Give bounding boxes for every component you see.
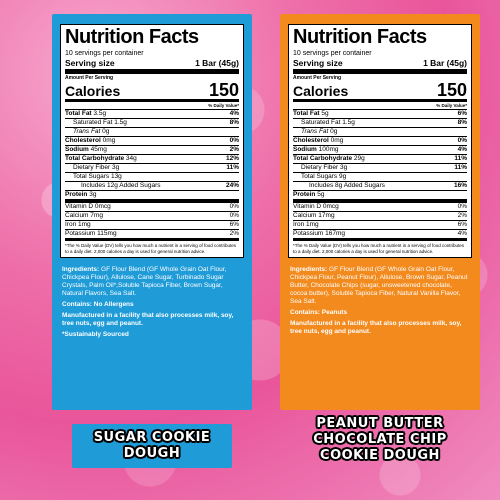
calories-value: 150	[208, 80, 239, 100]
ingredients-text: Ingredients: GF Flour Blend (GF Whole Gr…	[62, 266, 227, 297]
peanut-butter-panel: Nutrition Facts 10 servings per containe…	[280, 14, 480, 410]
serving-size: Serving size 1 Bar (45g)	[293, 58, 467, 74]
nutrient-row: Sodium 45mg 2%	[65, 146, 239, 155]
nutrient-row: Cholesterol 0mg 0%	[293, 137, 467, 146]
amount-per-serving: Amount Per Serving	[293, 75, 342, 81]
vitamin-row: Vitamin D 0mcg 0%	[65, 203, 239, 212]
facility-statement: Manufactured in a facility that also pro…	[290, 320, 462, 335]
sugar-cookie-flavor-label: SUGAR COOKIE DOUGH	[72, 424, 232, 468]
nutrient-row: Trans Fat 0g	[65, 128, 239, 137]
calories-label: Calories	[293, 83, 349, 99]
calories-row: Calories 150	[293, 81, 467, 102]
serving-size-label: Serving size	[65, 58, 115, 68]
calories-label: Calories	[65, 83, 121, 99]
nutrient-row: Sodium 100mg 4%	[293, 146, 467, 155]
nutrient-row: Protein 5g	[293, 191, 467, 203]
allergen-info: Contains: No Allergens	[62, 301, 134, 308]
vitamin-row: Potassium 115mg 2%	[65, 230, 239, 241]
serving-size-value: 1 Bar (45g)	[195, 58, 239, 68]
nutrition-title: Nutrition Facts	[65, 26, 199, 48]
nutrient-row: Total Fat 5g 6%	[293, 110, 467, 119]
peanut-butter-flavor-label: PEANUT BUTTER CHOCOLATE CHIP COOKIE DOUG…	[313, 416, 447, 463]
nutrient-row: Total Sugars 13g	[65, 173, 239, 182]
sourced-note: *Sustainably Sourced	[62, 331, 129, 338]
vitamin-row: Calcium 7mg 0%	[65, 212, 239, 221]
nutrient-row: Saturated Fat 1.5g 8%	[65, 119, 239, 128]
nutrient-row: Dietary Fiber 3g 11%	[65, 164, 239, 173]
nutrient-row: Cholesterol 0mg 0%	[65, 137, 239, 146]
calories-row: Calories 150	[65, 81, 239, 102]
nutrient-row: Total Carbohydrate 29g 11%	[293, 155, 467, 164]
daily-value-header: % Daily Value*	[293, 102, 467, 110]
nutrient-row: Saturated Fat 1.5g 8%	[293, 119, 467, 128]
nutrient-row: Includes 12g Added Sugars 24%	[65, 182, 239, 191]
nutrition-label: Nutrition Facts 10 servings per containe…	[288, 24, 472, 258]
nutrition-title: Nutrition Facts	[293, 26, 427, 48]
nutrient-row: Total Sugars 9g	[293, 173, 467, 182]
facility-statement: Manufactured in a facility that also pro…	[62, 312, 234, 327]
nutrient-row: Includes 8g Added Sugars 16%	[293, 182, 467, 191]
serving-size: Serving size 1 Bar (45g)	[65, 58, 239, 74]
allergen-info: Contains: Peanuts	[290, 309, 348, 316]
nutrition-label: Nutrition Facts 10 servings per containe…	[60, 24, 244, 258]
servings-per-container: 10 servings per container	[65, 50, 144, 57]
nutrient-row: Total Carbohydrate 34g 12%	[65, 155, 239, 164]
serving-size-value: 1 Bar (45g)	[423, 58, 467, 68]
servings-per-container: 10 servings per container	[293, 50, 372, 57]
serving-size-label: Serving size	[293, 58, 343, 68]
amount-per-serving: Amount Per Serving	[65, 75, 114, 81]
nutrient-row: Dietary Fiber 3g 11%	[293, 164, 467, 173]
sugar-cookie-panel: Nutrition Facts 10 servings per containe…	[52, 14, 252, 410]
daily-value-header: % Daily Value*	[65, 102, 239, 110]
daily-value-footnote: *The % Daily Value (DV) tells you how mu…	[293, 243, 464, 254]
daily-value-footnote: *The % Daily Value (DV) tells you how mu…	[65, 243, 236, 254]
ingredients-text: Ingredients: GF Flour Blend (GF Whole Gr…	[290, 266, 468, 305]
vitamin-row: Iron 1mg 6%	[65, 221, 239, 230]
vitamin-row: Potassium 167mg 4%	[293, 230, 467, 241]
nutrient-row: Trans Fat 0g	[293, 128, 467, 137]
calories-value: 150	[436, 80, 467, 100]
nutrient-row: Protein 3g	[65, 191, 239, 203]
vitamin-row: Vitamin D 0mcg 0%	[293, 203, 467, 212]
vitamin-row: Iron 1mg 6%	[293, 221, 467, 230]
nutrient-row: Total Fat 3.5g 4%	[65, 110, 239, 119]
vitamin-row: Calcium 17mg 2%	[293, 212, 467, 221]
